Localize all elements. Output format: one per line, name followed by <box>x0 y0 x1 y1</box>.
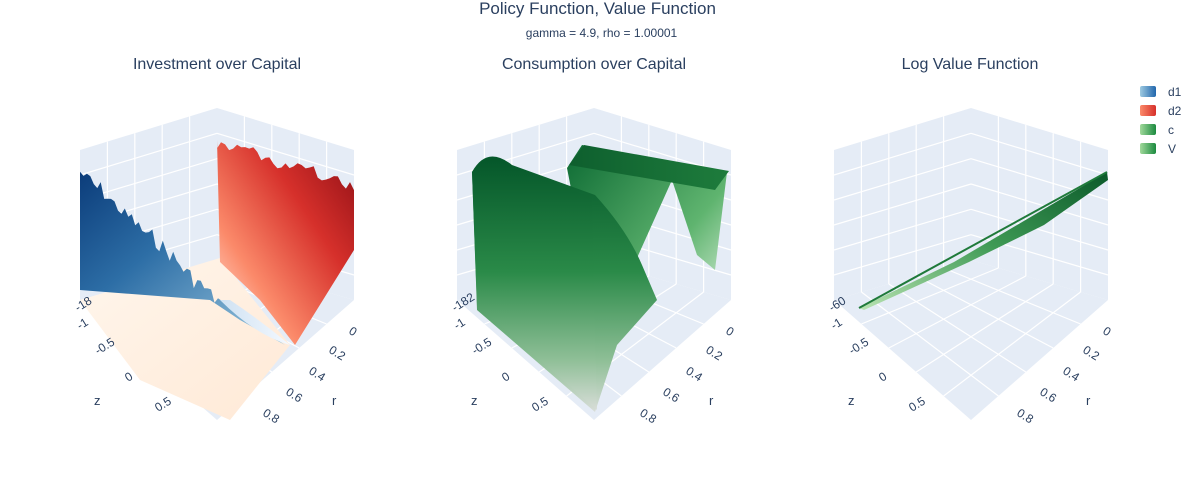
r-tick-label: 0 <box>346 324 359 340</box>
r-tick-label: 0.4 <box>683 364 705 385</box>
z-tick-label: -1 <box>74 315 91 333</box>
r-tick-label: 0 <box>1100 324 1113 340</box>
surface-V-edge <box>858 171 1108 309</box>
grid-line <box>833 183 972 226</box>
r-tick-label: 0.6 <box>1037 385 1059 406</box>
legend-item-V[interactable]: V <box>1140 139 1181 158</box>
grid-line <box>943 291 1081 397</box>
surface-V <box>859 172 1108 310</box>
r-tick-label: 0.2 <box>703 343 725 364</box>
grid-line <box>833 234 972 276</box>
grid-line <box>970 132 1109 176</box>
z-tick-label: -1 <box>828 315 845 333</box>
legend-swatch-c <box>1140 124 1156 135</box>
surface-d1-bowl <box>220 300 290 345</box>
chart-title: Policy Function, Value Function <box>479 0 716 18</box>
r-tick-label: 0.8 <box>637 406 659 427</box>
legend-item-c[interactable]: c <box>1140 120 1181 139</box>
legend-swatch-V <box>1140 143 1156 154</box>
subplot-title-investment: Investment over Capital <box>132 56 302 73</box>
surface-d1 <box>80 171 285 345</box>
chart-subtitle: gamma = 4.9, rho = 1.00001 <box>525 26 678 40</box>
grid-line <box>833 208 972 251</box>
grid-line <box>79 132 218 176</box>
floor <box>834 260 1108 420</box>
r-axis-label: r <box>709 393 714 408</box>
r-tick-label: 0.4 <box>306 364 328 385</box>
legend-item-d1[interactable]: d1 <box>1140 82 1181 101</box>
r-tick-label: 0.2 <box>1080 343 1102 364</box>
grid-line <box>833 132 972 176</box>
surface-c-front-face <box>472 158 597 410</box>
z-tick-label: 0.5 <box>529 394 551 415</box>
z-tick-label: 0 <box>876 369 889 385</box>
surface-d2-floor <box>80 258 290 420</box>
grid-line <box>216 132 355 176</box>
legend-swatch-d1 <box>1140 86 1156 97</box>
r-tick-label: 0.8 <box>260 406 282 427</box>
z-tick-label: -1 <box>451 315 468 333</box>
z-axis-label: z <box>94 393 101 408</box>
z-tick-label: -0.5 <box>469 335 494 358</box>
subplot-title-value: Log Value Function <box>901 56 1039 73</box>
legend-label-c: c <box>1168 122 1174 137</box>
z-tick-label: -0.5 <box>846 335 871 358</box>
z-tick-label: 0.5 <box>906 394 928 415</box>
grid-line <box>943 267 1081 325</box>
grid-line <box>888 283 1027 373</box>
z-axis-label: z <box>848 393 855 408</box>
r-tick-label: 0.4 <box>1060 364 1082 385</box>
legend-label-d1: d1 <box>1168 84 1182 99</box>
legend[interactable]: d1 d2 c V <box>1140 82 1181 158</box>
z-tick-label: 0.5 <box>152 394 174 415</box>
grid-line <box>861 291 999 397</box>
subplot-title-consumption: Consumption over Capital <box>501 56 687 73</box>
legend-label-V: V <box>1168 141 1177 156</box>
r-tick-label: 0 <box>723 324 736 340</box>
legend-item-d2[interactable]: d2 <box>1140 101 1181 120</box>
r-axis-label: r <box>1086 393 1091 408</box>
grid-line <box>970 183 1109 226</box>
surface-c-ridge-top <box>569 145 729 190</box>
legend-swatch-d2 <box>1140 105 1156 116</box>
r-axis-label: r <box>332 393 337 408</box>
grid-line <box>888 275 1027 349</box>
grid-line <box>833 158 972 201</box>
legend-label-d2: d2 <box>1168 103 1182 118</box>
z-axis-label: z <box>471 393 478 408</box>
r-tick-label: 0.2 <box>326 343 348 364</box>
surface-d2 <box>217 140 354 345</box>
grid-line <box>861 267 999 325</box>
r-tick-label: 0.6 <box>660 385 682 406</box>
z-tick-label: 0 <box>499 369 512 385</box>
r-tick-label: 0.6 <box>283 385 305 406</box>
grid-line <box>970 208 1109 251</box>
grid-line <box>915 275 1054 349</box>
grid-line <box>915 283 1054 373</box>
r-tick-label: 0.8 <box>1014 406 1036 427</box>
